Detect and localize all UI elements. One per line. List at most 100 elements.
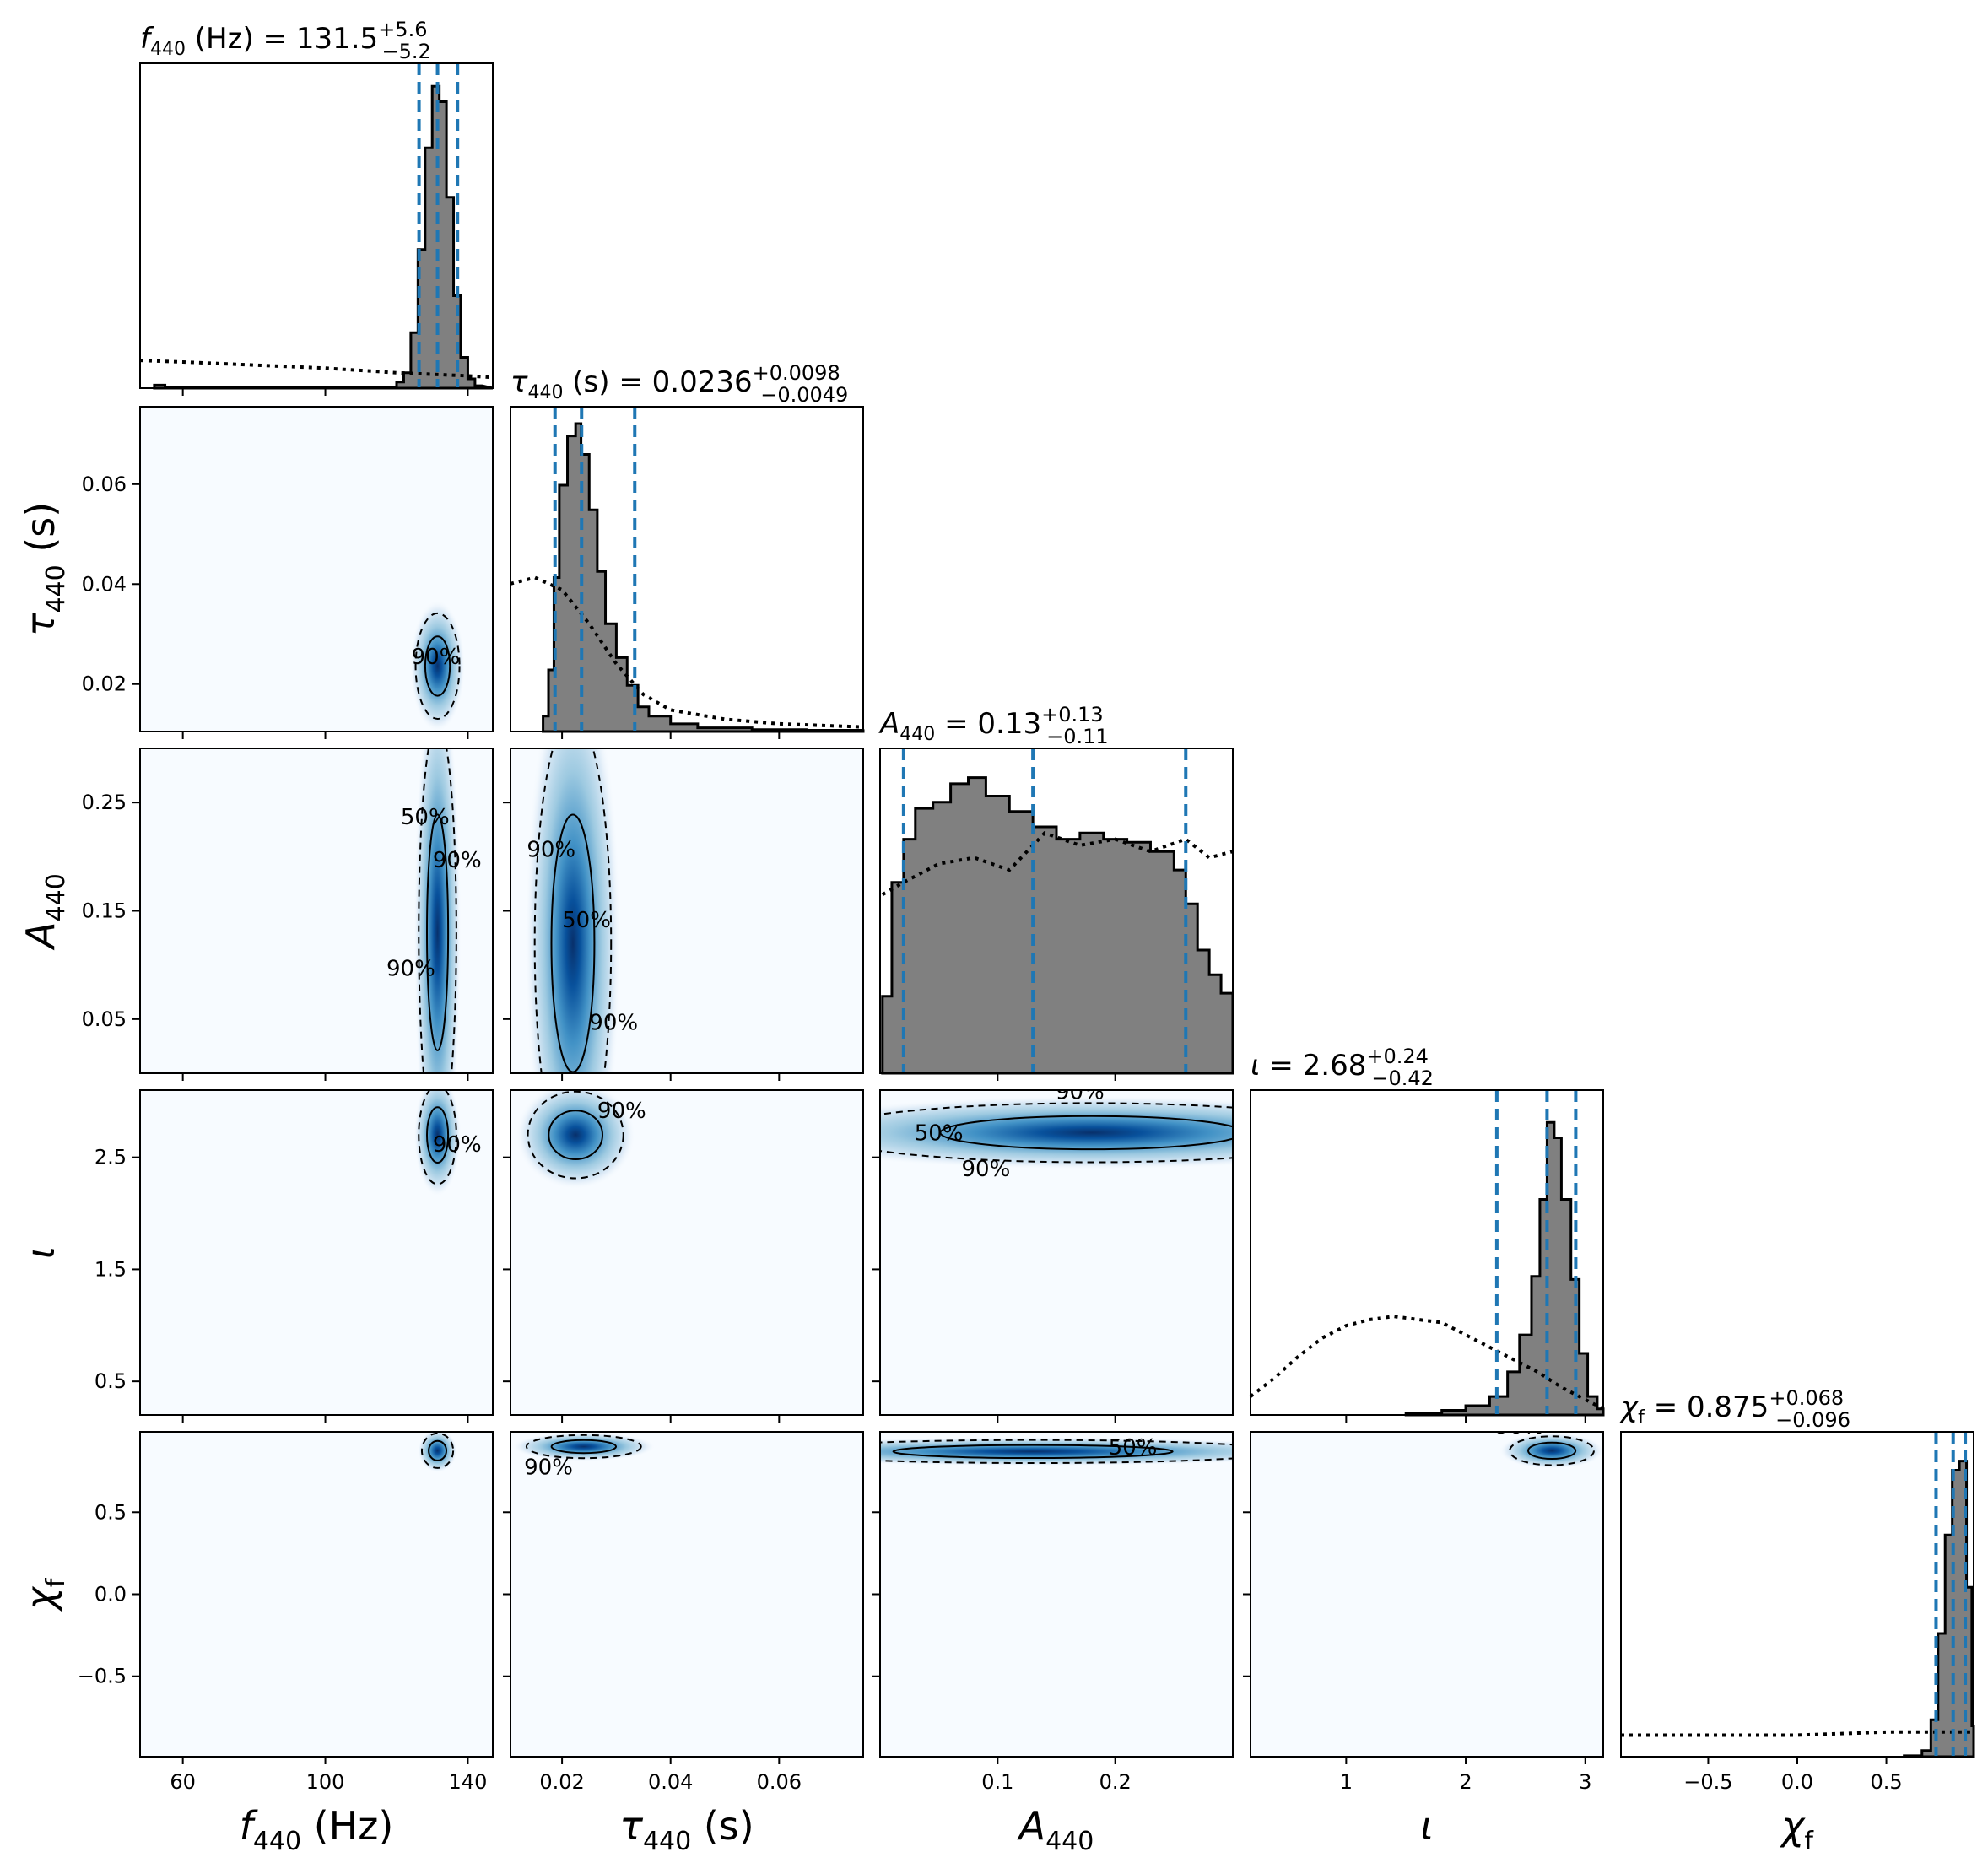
density-panel-iota-vs-tau440: 90% <box>503 1089 864 1423</box>
axis-label-f440: f440 (Hz) <box>240 1803 394 1856</box>
y-tick-label: 0.04 <box>82 572 127 596</box>
y-tick-label: 0.0 <box>95 1583 127 1606</box>
axis-label-chi_f: χf <box>1779 1803 1814 1856</box>
y-tick-label: 0.06 <box>82 472 127 496</box>
title-chi_f: χf = 0.875+0.068 −0.096 <box>1619 1386 1850 1432</box>
contour-90 <box>880 1102 1233 1164</box>
contour-50 <box>550 1439 618 1455</box>
y-tick-label: −0.5 <box>78 1665 127 1688</box>
contour-label: 90% <box>527 837 575 862</box>
x-tick-label: 0.06 <box>757 1770 802 1794</box>
contour-50 <box>892 1444 1174 1460</box>
density-blob <box>880 1437 1233 1466</box>
contour-90 <box>880 1439 1233 1465</box>
hist-panel-A440: A440 = 0.13+0.13 −0.11 <box>878 703 1234 1081</box>
density-panel-chi_f-vs-A440: 90% 50% 0.1 0.2 <box>872 1412 1234 1794</box>
contour-50 <box>939 1115 1233 1151</box>
x-tick-label: 0.02 <box>539 1770 584 1794</box>
contour-label: 90% <box>433 1132 482 1158</box>
x-tick-label: 0.5 <box>1870 1770 1902 1794</box>
hist-panel-chi_f: χf = 0.875+0.068 −0.096 −0.5 0.0 0.5 <box>1619 1386 1975 1794</box>
density-blob <box>413 748 462 1073</box>
contour-50 <box>1527 1441 1577 1460</box>
contour-50 <box>424 635 451 697</box>
y-tick-label: 0.02 <box>82 672 127 696</box>
hist-panel-tau440: τ440 (s) = 0.0236+0.0098 −0.0049 <box>510 361 865 739</box>
density-blob <box>410 600 466 732</box>
contour-label: 90% <box>589 1011 638 1036</box>
x-tick-label: 0.0 <box>1781 1770 1813 1794</box>
title-iota: ι = 2.68+0.24 −0.42 <box>1251 1045 1434 1090</box>
density-blob <box>511 1432 656 1461</box>
x-tick-label: 3 <box>1579 1770 1591 1794</box>
density-panel-iota-vs-A440: 50% 90% 90% <box>872 1080 1234 1423</box>
x-tick-label: 100 <box>306 1770 345 1794</box>
posterior-histogram <box>1404 1120 1605 1417</box>
contour-label: 90% <box>412 645 461 670</box>
contour-90 <box>525 1434 642 1460</box>
density-panel-A440-vs-tau440: 90% 50% 90% <box>503 748 864 1081</box>
x-tick-label: 1 <box>1340 1770 1353 1794</box>
density-blob <box>418 1432 457 1473</box>
axis-label-iota: ι <box>1420 1803 1434 1849</box>
contour-label: 90% <box>386 957 435 982</box>
density-blob <box>880 1095 1233 1170</box>
y-tick-label: 0.05 <box>82 1007 127 1031</box>
contour-50 <box>426 813 450 1051</box>
prior-histogram <box>139 359 494 380</box>
axis-label-chi_f: χf <box>18 1577 71 1612</box>
density-panel-chi_f-vs-iota: 90% 1 2 3 <box>1243 1414 1604 1794</box>
density-blob <box>413 1090 462 1197</box>
contour-90 <box>527 1090 624 1180</box>
posterior-histogram <box>881 776 1234 1075</box>
contour-label: 50% <box>915 1121 964 1147</box>
y-tick-label: 2.5 <box>95 1146 127 1169</box>
density-blob <box>516 1090 635 1190</box>
x-tick-label: 60 <box>170 1770 196 1794</box>
contour-50 <box>550 813 596 1073</box>
contour-label: 90% <box>524 1455 573 1481</box>
prior-histogram <box>1249 1315 1604 1411</box>
contour-label: 90% <box>433 848 482 873</box>
contour-90 <box>420 1432 455 1469</box>
contour-90 <box>414 612 461 720</box>
contour-label: 50% <box>401 805 450 830</box>
axis-label-tau440: τ440 (s) <box>619 1803 754 1856</box>
contour-90 <box>533 748 613 1073</box>
contour-label: 90% <box>1056 1080 1105 1105</box>
axis-label-A440: A440 <box>1017 1803 1094 1856</box>
y-tick-label: 0.15 <box>82 899 127 923</box>
axis-label-A440: A440 <box>18 873 71 951</box>
density-blob <box>1499 1432 1603 1469</box>
x-tick-label: 140 <box>449 1770 488 1794</box>
density-panel-A440-vs-f440: 50% 90% 90% 0.05 0.15 0.25 <box>82 748 494 1081</box>
density-panel-tau440-vs-f440: 90% 0.02 0.04 0.06 <box>82 406 494 739</box>
title-A440: A440 = 0.13+0.13 −0.11 <box>878 703 1109 748</box>
x-tick-label: 0.2 <box>1099 1770 1132 1794</box>
density-panel-chi_f-vs-tau440: 90% 0.02 0.04 0.06 <box>503 1431 864 1794</box>
x-tick-label: 2 <box>1459 1770 1472 1794</box>
contour-label: 90% <box>1495 1414 1544 1439</box>
contour-90 <box>1509 1435 1595 1466</box>
axis-label-iota: ι <box>18 1246 63 1260</box>
contour-label: 90% <box>962 1157 1011 1182</box>
contour-90 <box>418 748 457 1073</box>
contour-label: 90% <box>597 1099 646 1124</box>
density-panel-chi_f-vs-f440: 60 100 140 −0.5 0.0 0.5 <box>78 1431 494 1794</box>
axis-label-tau440: τ440 (s) <box>18 502 71 636</box>
contour-label: 90% <box>973 1412 1022 1438</box>
x-tick-label: 0.04 <box>648 1770 693 1794</box>
hist-panel-iota: ι = 2.68+0.24 −0.42 <box>1249 1045 1605 1423</box>
posterior-histogram <box>542 422 865 733</box>
y-tick-label: 0.5 <box>95 1369 127 1393</box>
posterior-histogram <box>153 84 494 390</box>
x-tick-label: −0.5 <box>1683 1770 1732 1794</box>
density-panel-iota-vs-f440: 90% 0.5 1.5 2.5 <box>95 1089 494 1423</box>
contour-label: 50% <box>1109 1435 1158 1461</box>
contour-label: 50% <box>562 908 611 933</box>
x-tick-label: 0.1 <box>981 1770 1013 1794</box>
y-tick-label: 0.25 <box>82 791 127 814</box>
y-tick-label: 1.5 <box>95 1257 127 1281</box>
contour-50 <box>426 1106 450 1164</box>
